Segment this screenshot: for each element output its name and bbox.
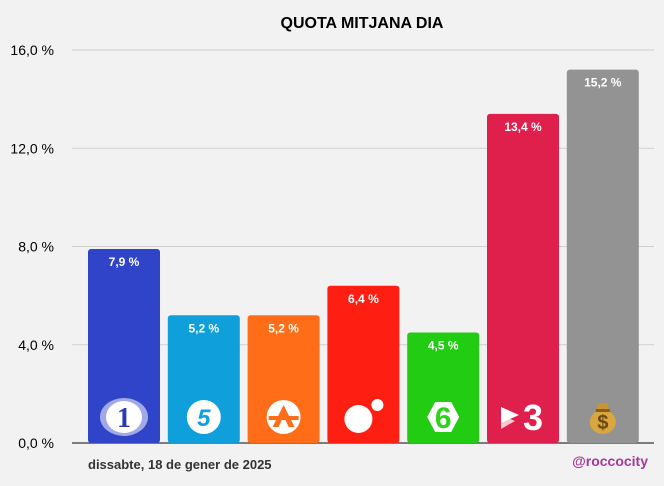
bars: 7,9 %15,2 %55,2 %6,4 %4,5 %613,4 %315,2 …	[88, 69, 639, 444]
svg-text:5: 5	[197, 405, 211, 432]
bar-value-label: 7,9 %	[109, 255, 140, 269]
tv3-logo-icon: 3	[501, 397, 543, 438]
bar-value-label: 15,2 %	[584, 76, 622, 90]
y-tick-label: 4,0 %	[18, 337, 54, 353]
bar	[407, 332, 480, 443]
y-tick-label: 12,0 %	[10, 140, 54, 156]
svg-text:3: 3	[523, 397, 543, 438]
svg-text:1: 1	[117, 403, 131, 434]
bar-group: 7,9 % 1	[88, 248, 160, 443]
bar	[487, 113, 559, 444]
la1-logo-icon: 1	[100, 398, 148, 436]
bar-group: 5,2 %	[247, 315, 320, 443]
y-axis: 0,0 % 4,0 % 8,0 % 12,0 % 16,0 %	[10, 42, 54, 451]
bar-group: 4,5 % 6	[407, 332, 480, 443]
credit-label: @roccocity	[572, 453, 648, 469]
bar-value-label: 5,2 %	[268, 321, 299, 335]
bar-value-label: 6,4 %	[348, 292, 379, 306]
bar	[247, 315, 320, 443]
lasexta-logo-icon: 6	[427, 402, 460, 435]
svg-text:$: $	[597, 412, 608, 434]
cuatro-logo-icon	[344, 399, 384, 433]
bar-group: 15,2 % $	[566, 69, 639, 444]
svg-text:6: 6	[435, 402, 452, 435]
y-tick-label: 8,0 %	[18, 239, 54, 255]
bar-group: 5,2 % 5	[167, 315, 240, 443]
bar-group: 13,4 % 3	[487, 113, 559, 444]
antena3-logo-icon	[266, 400, 301, 434]
money-bag-icon: $	[589, 403, 616, 434]
bar	[566, 69, 639, 444]
y-tick-label: 16,0 %	[10, 42, 54, 58]
bar-value-label: 5,2 %	[188, 321, 219, 335]
chart-title: QUOTA MITJANA DIA	[281, 15, 444, 32]
telecinco-logo-icon: 5	[186, 400, 221, 434]
bar	[88, 248, 160, 443]
bar	[167, 315, 240, 443]
bar-value-label: 13,4 %	[504, 120, 542, 134]
y-tick-label: 0,0 %	[18, 435, 54, 451]
date-label: dissabte, 18 de gener de 2025	[88, 457, 272, 472]
bar-group: 6,4 %	[327, 285, 400, 443]
bar-value-label: 4,5 %	[428, 338, 459, 352]
